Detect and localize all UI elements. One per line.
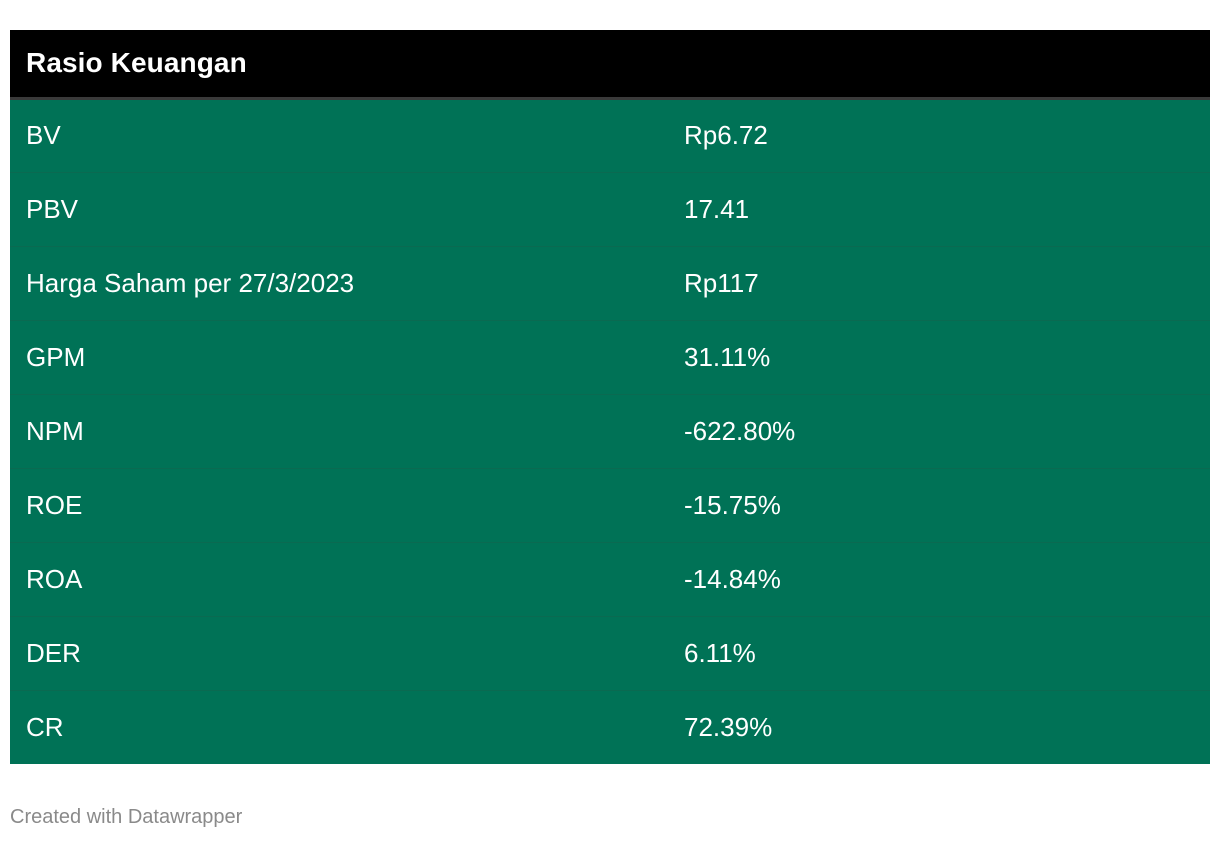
row-value: Rp117 [667,245,1210,320]
row-value: 31.11% [667,319,1210,394]
table-row: PBV 17.41 [10,171,1210,246]
table-row: CR 72.39% [10,689,1210,764]
ratio-table-container: Rasio Keuangan BV Rp6.72 PBV 17.41 Harga… [10,30,1210,764]
row-label: ROE [10,467,667,542]
row-value: Rp6.72 [667,98,1210,172]
row-label: Harga Saham per 27/3/2023 [10,245,667,320]
row-value: -622.80% [667,393,1210,468]
row-label: PBV [10,171,667,246]
table-row: NPM -622.80% [10,393,1210,468]
table-title: Rasio Keuangan [10,30,1210,100]
row-value: 72.39% [667,689,1210,764]
table-row: BV Rp6.72 [10,98,1210,172]
header-row: Rasio Keuangan [10,30,1210,100]
table-row: GPM 31.11% [10,319,1210,394]
row-value: -14.84% [667,541,1210,616]
row-label: ROA [10,541,667,616]
datawrapper-credit: Created with Datawrapper [10,806,243,828]
row-label: CR [10,689,667,764]
row-label: DER [10,615,667,690]
row-label: BV [10,98,667,172]
row-value: 17.41 [667,171,1210,246]
row-value: 6.11% [667,615,1210,690]
table-body: BV Rp6.72 PBV 17.41 Harga Saham per 27/3… [10,98,1210,764]
row-value: -15.75% [667,467,1210,542]
ratio-table: Rasio Keuangan BV Rp6.72 PBV 17.41 Harga… [10,30,1210,764]
row-label: GPM [10,319,667,394]
table-row: Harga Saham per 27/3/2023 Rp117 [10,245,1210,320]
table-row: ROE -15.75% [10,467,1210,542]
table-row: ROA -14.84% [10,541,1210,616]
row-label: NPM [10,393,667,468]
table-row: DER 6.11% [10,615,1210,690]
table-header: Rasio Keuangan [10,30,1210,100]
